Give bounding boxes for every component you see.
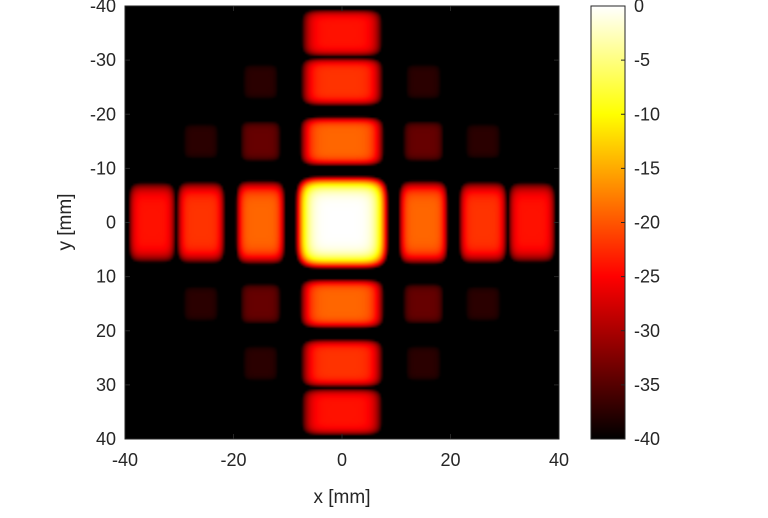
y-tick-label: -20 (90, 104, 116, 124)
colorbar-tick-label: 0 (634, 0, 644, 16)
x-tick-label: -40 (112, 450, 138, 470)
colorbar-tick-label: -30 (634, 321, 660, 341)
colorbar: 0 -5 -10 -15 -20 -25 -30 -35 -40 (590, 0, 660, 449)
x-tick-label: 0 (337, 450, 347, 470)
y-tick-label: -10 (90, 158, 116, 178)
colorbar-gradient (591, 6, 625, 439)
y-axis-ticks: -40 -30 -20 -10 0 10 20 30 40 (90, 0, 559, 449)
x-axis-label: x [mm] (314, 487, 371, 508)
y-tick-label: 0 (106, 213, 116, 233)
y-tick-label: 40 (96, 429, 116, 449)
colorbar-tick-label: -35 (634, 375, 660, 395)
x-tick-label: -20 (220, 450, 246, 470)
colorbar-tick-label: -10 (634, 104, 660, 124)
colorbar-ticks: 0 -5 -10 -15 -20 -25 -30 -35 -40 (621, 0, 660, 449)
y-tick-label: 20 (96, 321, 116, 341)
plot-area: -40 -20 0 20 40 -40 -30 -20 -10 0 10 20 30 40 (90, 0, 569, 470)
y-tick-label: -30 (90, 50, 116, 70)
x-axis-ticks: -40 -20 0 20 40 (112, 6, 569, 470)
x-tick-label: 40 (549, 450, 569, 470)
colorbar-tick-label: -25 (634, 267, 660, 287)
y-tick-label: 30 (96, 375, 116, 395)
colorbar-tick-label: -15 (634, 158, 660, 178)
heatmap-image (125, 6, 559, 439)
y-axis-label: y [mm] (55, 194, 76, 251)
x-tick-label: 20 (440, 450, 460, 470)
colorbar-tick-label: -20 (634, 213, 660, 233)
colorbar-tick-label: -5 (634, 50, 650, 70)
colorbar-tick-label: -40 (634, 429, 660, 449)
y-tick-label: 10 (96, 267, 116, 287)
y-tick-label: -40 (90, 0, 116, 16)
